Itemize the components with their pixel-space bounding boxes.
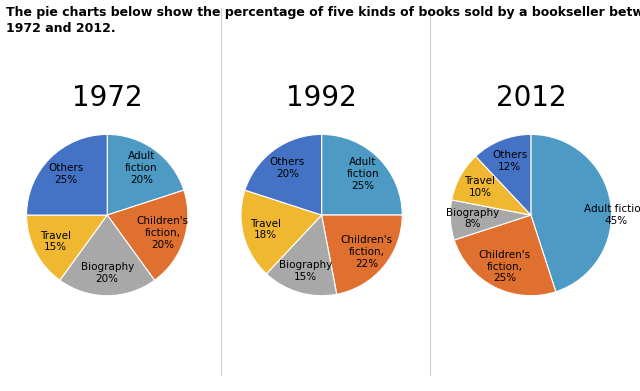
Text: Biography
15%: Biography 15% [279,260,332,282]
Text: Travel
18%: Travel 18% [250,219,281,240]
Title: 1992: 1992 [286,84,357,112]
Text: Adult
fiction
20%: Adult fiction 20% [125,151,157,185]
Text: Biography
20%: Biography 20% [81,262,134,284]
Wedge shape [27,135,108,215]
Text: Children's
fiction,
22%: Children's fiction, 22% [340,235,392,269]
Title: 2012: 2012 [495,84,566,112]
Wedge shape [321,215,402,294]
Wedge shape [107,135,184,215]
Text: Children's
fiction,
25%: Children's fiction, 25% [479,250,531,283]
Wedge shape [108,190,188,280]
Wedge shape [266,215,337,296]
Text: Travel
10%: Travel 10% [465,176,495,198]
Wedge shape [476,135,531,215]
Text: Biography
8%: Biography 8% [446,208,500,230]
Wedge shape [245,135,322,215]
Wedge shape [454,215,556,296]
Title: 1972: 1972 [72,84,143,112]
Wedge shape [321,135,402,215]
Text: The pie charts below show the percentage of five kinds of books sold by a bookse: The pie charts below show the percentage… [6,6,640,19]
Wedge shape [450,200,531,240]
Text: Adult fiction
45%: Adult fiction 45% [584,204,640,226]
Text: Travel
15%: Travel 15% [40,231,71,252]
Wedge shape [531,135,611,292]
Wedge shape [27,215,108,280]
Text: Children's
fiction,
20%: Children's fiction, 20% [136,216,189,249]
Wedge shape [241,190,321,274]
Wedge shape [452,156,531,215]
Text: Others
25%: Others 25% [49,163,84,185]
Text: Adult
fiction
25%: Adult fiction 25% [346,158,379,190]
Text: 1972 and 2012.: 1972 and 2012. [6,22,116,34]
Text: Others
12%: Others 12% [492,150,527,172]
Text: Others
20%: Others 20% [270,157,305,179]
Wedge shape [60,215,155,296]
